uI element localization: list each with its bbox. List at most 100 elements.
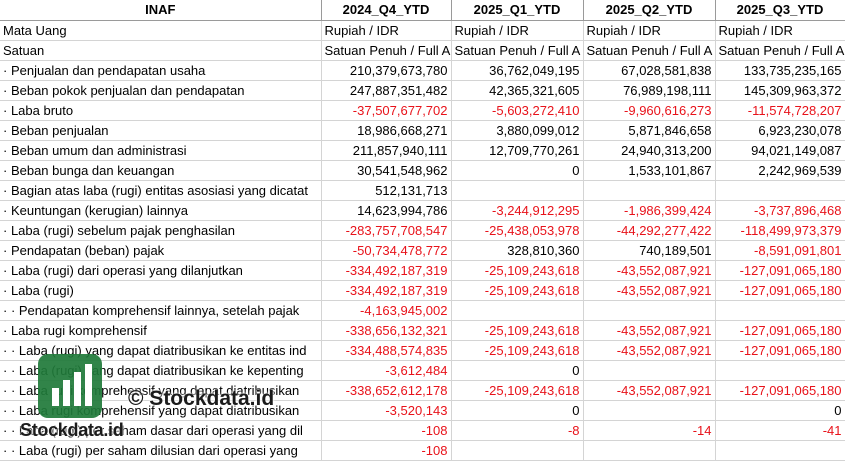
value-cell[interactable]: -338,656,132,321 [321, 320, 452, 341]
row-label-cell[interactable]: · Pendapatan (beban) pajak [0, 240, 322, 261]
value-cell[interactable] [583, 440, 716, 461]
value-cell[interactable]: Rupiah / IDR [321, 20, 452, 41]
value-cell[interactable]: -127,091,065,180 [715, 340, 845, 361]
value-cell[interactable]: -43,552,087,921 [583, 260, 716, 281]
value-cell[interactable]: 0 [451, 360, 584, 381]
value-cell[interactable]: -3,520,143 [321, 400, 452, 421]
value-cell[interactable]: -25,109,243,618 [451, 320, 584, 341]
value-cell[interactable] [583, 180, 716, 201]
value-cell[interactable]: -41 [715, 420, 845, 441]
row-label-cell[interactable]: · · Laba (rugi) per saham dilusian dari … [0, 440, 322, 461]
value-cell[interactable]: -334,492,187,319 [321, 280, 452, 301]
value-cell[interactable]: -11,574,728,207 [715, 100, 845, 121]
value-cell[interactable]: 5,871,846,658 [583, 120, 716, 141]
value-cell[interactable]: 76,989,198,111 [583, 80, 716, 101]
value-cell[interactable]: -3,612,484 [321, 360, 452, 381]
value-cell[interactable]: Satuan Penuh / Full A [583, 40, 716, 61]
value-cell[interactable]: 6,923,230,078 [715, 120, 845, 141]
value-cell[interactable]: -25,109,243,618 [451, 280, 584, 301]
value-cell[interactable]: 328,810,360 [451, 240, 584, 261]
value-cell[interactable]: 42,365,321,605 [451, 80, 584, 101]
header-cell-ticker[interactable]: INAF [0, 0, 322, 21]
value-cell[interactable]: 24,940,313,200 [583, 140, 716, 161]
value-cell[interactable] [715, 440, 845, 461]
value-cell[interactable]: 0 [451, 400, 584, 421]
value-cell[interactable]: -43,552,087,921 [583, 340, 716, 361]
value-cell[interactable]: -1,986,399,424 [583, 200, 716, 221]
value-cell[interactable]: 0 [715, 400, 845, 421]
row-label-cell[interactable]: · Laba rugi komprehensif [0, 320, 322, 341]
row-label-cell[interactable]: · Penjualan dan pendapatan usaha [0, 60, 322, 81]
value-cell[interactable]: -25,109,243,618 [451, 340, 584, 361]
value-cell[interactable]: -9,960,616,273 [583, 100, 716, 121]
value-cell[interactable]: -334,492,187,319 [321, 260, 452, 281]
value-cell[interactable]: -43,552,087,921 [583, 280, 716, 301]
value-cell[interactable]: -4,163,945,002 [321, 300, 452, 321]
value-cell[interactable]: 94,021,149,087 [715, 140, 845, 161]
value-cell[interactable]: -127,091,065,180 [715, 320, 845, 341]
value-cell[interactable] [451, 180, 584, 201]
value-cell[interactable]: 3,880,099,012 [451, 120, 584, 141]
value-cell[interactable]: -118,499,973,379 [715, 220, 845, 241]
value-cell[interactable]: 0 [451, 160, 584, 181]
value-cell[interactable]: 133,735,235,165 [715, 60, 845, 81]
value-cell[interactable]: 18,986,668,271 [321, 120, 452, 141]
value-cell[interactable]: -43,552,087,921 [583, 380, 716, 401]
value-cell[interactable]: 211,857,940,111 [321, 140, 452, 161]
value-cell[interactable] [451, 440, 584, 461]
value-cell[interactable]: -44,292,277,422 [583, 220, 716, 241]
value-cell[interactable]: 145,309,963,372 [715, 80, 845, 101]
value-cell[interactable]: -8 [451, 420, 584, 441]
value-cell[interactable]: -50,734,478,772 [321, 240, 452, 261]
value-cell[interactable]: 67,028,581,838 [583, 60, 716, 81]
value-cell[interactable] [583, 300, 716, 321]
value-cell[interactable]: Satuan Penuh / Full A [715, 40, 845, 61]
value-cell[interactable]: -338,652,612,178 [321, 380, 452, 401]
row-label-cell[interactable]: · Keuntungan (kerugian) lainnya [0, 200, 322, 221]
value-cell[interactable]: -127,091,065,180 [715, 380, 845, 401]
row-label-cell[interactable]: Satuan [0, 40, 322, 61]
value-cell[interactable]: -334,488,574,835 [321, 340, 452, 361]
value-cell[interactable]: -37,507,677,702 [321, 100, 452, 121]
value-cell[interactable]: 1,533,101,867 [583, 160, 716, 181]
value-cell[interactable]: -127,091,065,180 [715, 280, 845, 301]
value-cell[interactable]: 12,709,770,261 [451, 140, 584, 161]
value-cell[interactable]: -25,438,053,978 [451, 220, 584, 241]
row-label-cell[interactable]: · Laba bruto [0, 100, 322, 121]
row-label-cell[interactable]: Mata Uang [0, 20, 322, 41]
value-cell[interactable] [715, 360, 845, 381]
value-cell[interactable] [451, 300, 584, 321]
row-label-cell[interactable]: · Laba (rugi) dari operasi yang dilanjut… [0, 260, 322, 281]
value-cell[interactable] [583, 360, 716, 381]
value-cell[interactable] [715, 180, 845, 201]
value-cell[interactable]: -3,244,912,295 [451, 200, 584, 221]
row-label-cell[interactable]: · Beban penjualan [0, 120, 322, 141]
row-label-cell[interactable]: · Beban umum dan administrasi [0, 140, 322, 161]
row-label-cell[interactable]: · Bagian atas laba (rugi) entitas asosia… [0, 180, 322, 201]
value-cell[interactable]: 247,887,351,482 [321, 80, 452, 101]
header-cell-2025-q3[interactable]: 2025_Q3_YTD [715, 0, 845, 21]
header-cell-2024-q4[interactable]: 2024_Q4_YTD [321, 0, 452, 21]
value-cell[interactable]: -5,603,272,410 [451, 100, 584, 121]
header-cell-2025-q2[interactable]: 2025_Q2_YTD [583, 0, 716, 21]
value-cell[interactable]: 30,541,548,962 [321, 160, 452, 181]
value-cell[interactable]: -108 [321, 440, 452, 461]
value-cell[interactable]: -127,091,065,180 [715, 260, 845, 281]
value-cell[interactable] [583, 400, 716, 421]
value-cell[interactable] [715, 300, 845, 321]
row-label-cell[interactable]: · Laba (rugi) [0, 280, 322, 301]
row-label-cell[interactable]: · · Laba (rugi) per saham dasar dari ope… [0, 420, 322, 441]
header-cell-2025-q1[interactable]: 2025_Q1_YTD [451, 0, 584, 21]
value-cell[interactable]: -25,109,243,618 [451, 260, 584, 281]
row-label-cell[interactable]: · Beban bunga dan keuangan [0, 160, 322, 181]
value-cell[interactable]: 210,379,673,780 [321, 60, 452, 81]
value-cell[interactable]: -108 [321, 420, 452, 441]
value-cell[interactable]: Satuan Penuh / Full A [321, 40, 452, 61]
row-label-cell[interactable]: · · Pendapatan komprehensif lainnya, set… [0, 300, 322, 321]
row-label-cell[interactable]: · Laba (rugi) sebelum pajak penghasilan [0, 220, 322, 241]
value-cell[interactable]: Satuan Penuh / Full A [451, 40, 584, 61]
row-label-cell[interactable]: · Beban pokok penjualan dan pendapatan [0, 80, 322, 101]
value-cell[interactable]: 14,623,994,786 [321, 200, 452, 221]
value-cell[interactable]: Rupiah / IDR [715, 20, 845, 41]
value-cell[interactable]: 36,762,049,195 [451, 60, 584, 81]
